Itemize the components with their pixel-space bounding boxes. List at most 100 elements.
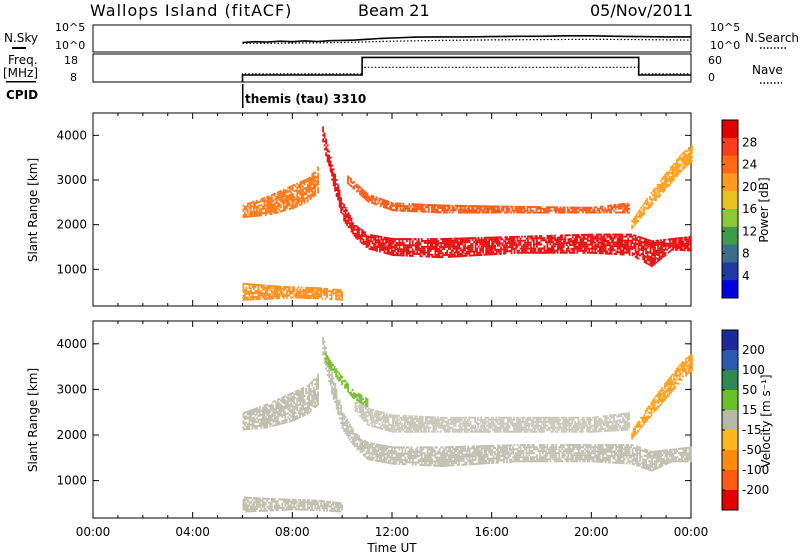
range-cell	[555, 212, 557, 214]
range-cell	[513, 212, 515, 214]
range-cell	[561, 235, 563, 237]
range-cell	[314, 192, 316, 194]
range-cell	[325, 146, 327, 148]
range-cell	[649, 196, 651, 198]
range-cell	[307, 199, 309, 201]
range-cell	[431, 452, 433, 454]
range-cell	[493, 455, 495, 457]
range-cell	[455, 450, 457, 452]
range-cell	[260, 214, 262, 216]
range-cell	[608, 240, 610, 242]
range-cell	[564, 211, 566, 213]
range-cell	[421, 462, 423, 464]
range-cell	[372, 445, 374, 447]
range-cell	[629, 254, 631, 256]
range-cell	[289, 286, 291, 288]
range-cell	[305, 388, 307, 390]
range-cell	[343, 204, 345, 206]
range-cell	[602, 252, 604, 254]
range-cell	[503, 459, 505, 461]
range-cell	[349, 424, 351, 426]
range-cell	[384, 455, 386, 457]
range-cell	[539, 241, 541, 243]
range-cell	[691, 148, 693, 150]
range-cell	[469, 457, 471, 459]
range-cell	[615, 204, 617, 206]
range-cell	[334, 174, 336, 176]
range-cell	[511, 252, 513, 254]
range-cell	[341, 295, 343, 297]
range-cell	[286, 419, 288, 421]
range-cell	[554, 245, 556, 247]
range-cell	[322, 126, 324, 128]
range-cell	[405, 449, 407, 451]
range-cell	[317, 187, 319, 189]
range-cell	[307, 293, 309, 295]
range-cell	[260, 210, 262, 212]
range-cell	[308, 386, 310, 388]
range-cell	[403, 242, 405, 244]
range-cell	[530, 242, 532, 244]
range-cell	[624, 211, 626, 213]
range-cell	[548, 212, 550, 214]
range-cell	[690, 246, 692, 248]
range-cell	[451, 238, 453, 240]
range-cell	[274, 193, 276, 195]
range-cell	[449, 205, 451, 207]
range-cell	[475, 237, 477, 239]
range-cell	[466, 452, 468, 454]
range-cell	[463, 251, 465, 253]
range-cell	[681, 237, 683, 239]
range-cell	[376, 458, 378, 460]
range-cell	[551, 210, 553, 212]
range-cell	[621, 234, 623, 236]
range-cell	[655, 194, 657, 196]
range-cell	[430, 464, 432, 466]
range-cell	[370, 238, 372, 240]
range-cell	[550, 243, 552, 245]
range-cell	[424, 248, 426, 250]
range-cell	[317, 385, 319, 387]
range-cell	[424, 254, 426, 256]
range-cell	[499, 453, 501, 455]
range-cell	[488, 462, 490, 464]
range-cell	[317, 403, 319, 405]
range-cell	[628, 204, 630, 206]
range-cell	[352, 429, 354, 431]
range-cell	[428, 252, 430, 254]
range-cell	[271, 213, 273, 215]
range-cell	[662, 247, 664, 249]
range-cell	[425, 211, 427, 213]
range-cell	[472, 249, 474, 251]
range-cell	[352, 431, 354, 433]
range-cell	[301, 287, 303, 289]
range-cell	[577, 211, 579, 213]
freq-tick-top: 18	[64, 54, 78, 67]
range-cell	[326, 288, 328, 290]
range-cell	[376, 452, 378, 454]
range-cell	[464, 446, 466, 448]
range-cell	[461, 452, 463, 454]
range-cell	[440, 250, 442, 252]
range-cell	[296, 407, 298, 409]
range-cell	[573, 252, 575, 254]
range-cell	[266, 289, 268, 291]
range-cell	[524, 212, 526, 214]
range-cell	[494, 208, 496, 210]
range-cell	[576, 238, 578, 240]
colorbar-swatch	[722, 120, 738, 138]
range-cell	[317, 169, 319, 171]
range-cell	[331, 374, 333, 376]
range-cell	[611, 236, 613, 238]
range-cell	[409, 459, 411, 461]
range-cell	[449, 448, 451, 450]
range-cell	[593, 240, 595, 242]
range-cell	[596, 252, 598, 254]
range-cell	[637, 220, 639, 222]
range-cell	[317, 167, 319, 169]
range-cell	[405, 457, 407, 459]
range-cell	[610, 211, 612, 213]
range-cell	[271, 196, 273, 198]
range-cell	[690, 236, 692, 238]
